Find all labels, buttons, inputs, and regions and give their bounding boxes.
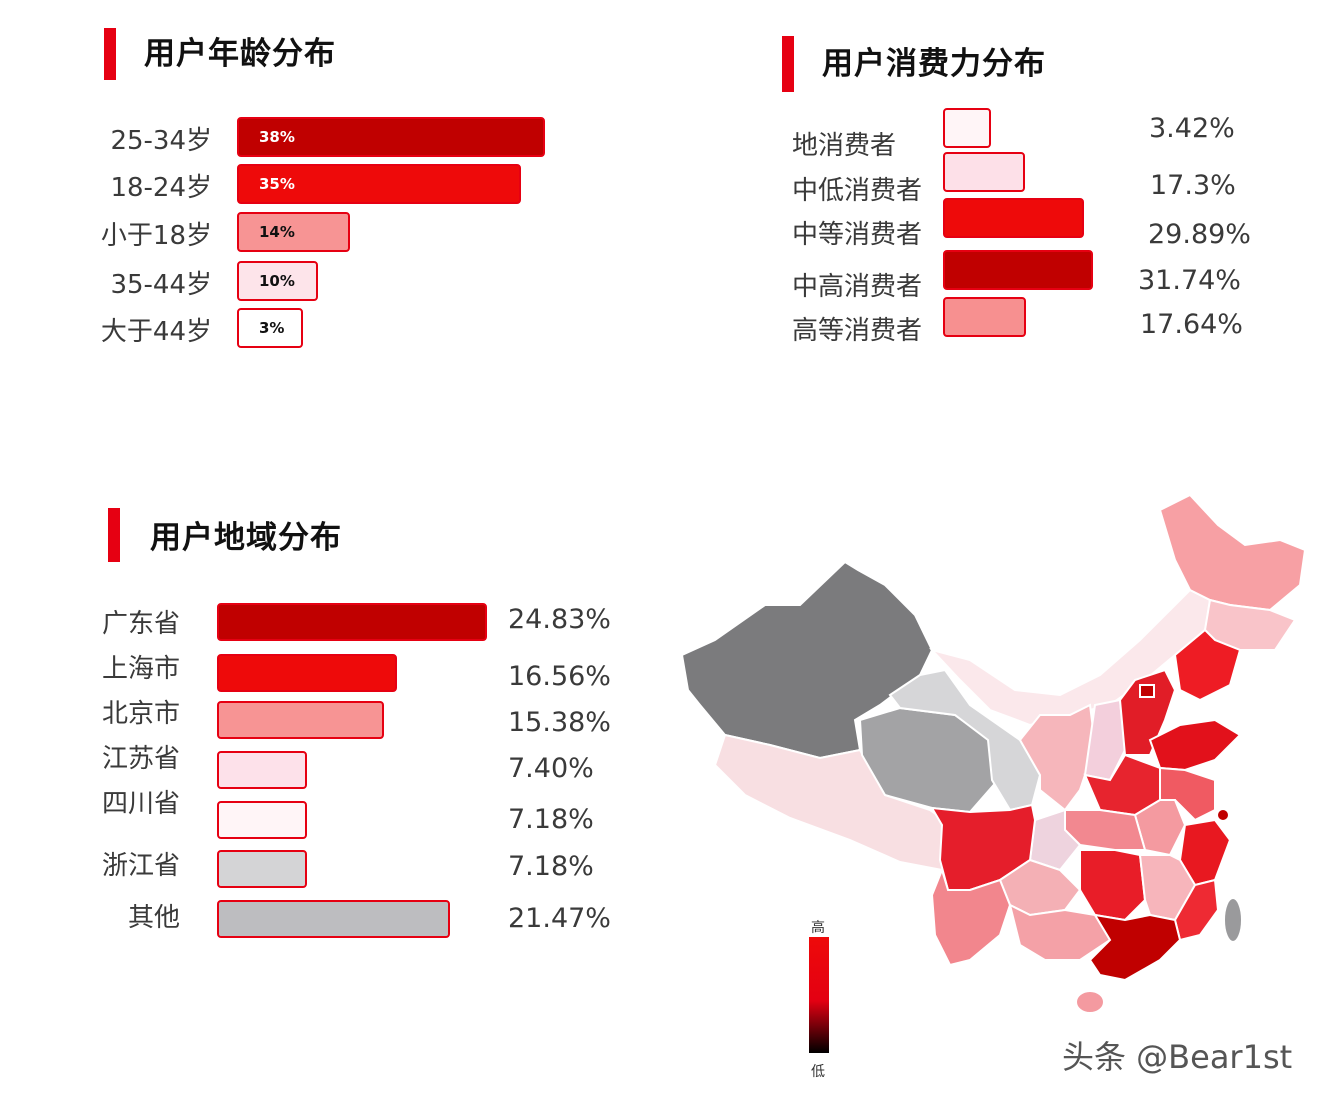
region-category-label: 江苏省 [101,744,180,774]
age-bar [237,261,319,301]
map-region-hainan [1075,990,1105,1014]
consumption-category-label: 中高消费者 [792,272,923,302]
age-bar-value-label: 38% [259,128,295,146]
region-value-label: 7.18% [508,851,594,882]
age-category-label: 大于44岁 [100,317,212,347]
consumption-bar [943,250,1093,290]
map-region-shaanxi [1018,703,1097,812]
map-color-legend [809,937,829,1053]
map-region-heilongjiang [1158,493,1307,612]
age-category-label: 35-44岁 [110,270,212,300]
map-region-beijing [1139,684,1155,698]
legend-high-label: 高 [811,920,825,936]
region-category-label: 北京市 [101,699,180,729]
age-bar [237,308,303,348]
region-category-label: 上海市 [101,654,180,684]
legend-low-label: 低 [811,1064,825,1080]
region-bar [217,701,385,739]
title-accent-region [108,508,120,562]
consumption-category-label: 地消费者 [792,131,897,161]
age-category-label: 小于18岁 [100,221,212,251]
map-region-guangdong [1088,913,1182,982]
age-bar [237,117,545,157]
age-bar-value-label: 14% [259,223,295,241]
region-bar [217,900,451,938]
consumption-bar [943,152,1025,192]
map-region-shanghai [1216,808,1230,822]
consumption-value-label: 31.74% [1138,265,1241,296]
map-region-taiwan [1223,897,1243,943]
china-map [680,493,1307,1014]
consumption-bar [943,198,1085,238]
age-bar-value-label: 3% [259,319,285,337]
region-category-label: 广东省 [101,609,180,639]
chart-title-consumption: 用户消费力分布 [822,46,1046,82]
region-bar [217,850,307,888]
consumption-category-label: 中低消费者 [792,176,923,206]
age-category-label: 25-34岁 [110,126,212,156]
title-accent-consumption [782,36,794,92]
region-bar [217,751,307,789]
consumption-category-label: 高等消费者 [792,316,923,346]
map-region-shandong [1148,718,1242,772]
region-category-label: 其他 [127,903,180,933]
region-bar [217,654,398,692]
age-bar [237,212,351,252]
consumption-bar [943,297,1027,337]
region-value-label: 15.38% [508,707,611,738]
region-category-label: 浙江省 [101,851,180,881]
age-bar-value-label: 10% [259,272,295,290]
region-value-label: 16.56% [508,661,611,692]
consumption-bar [943,108,991,148]
map-region-liaoning [1173,628,1242,702]
age-category-label: 18-24岁 [110,173,212,203]
map-region-hunan [1079,849,1147,922]
chart-title-age: 用户年龄分布 [144,36,336,72]
age-bar-value-label: 35% [259,175,295,193]
chart-title-region: 用户地域分布 [150,520,342,556]
map-region-yunnan [930,866,1012,967]
region-value-label: 7.40% [508,753,594,784]
consumption-value-label: 3.42% [1149,113,1235,144]
consumption-value-label: 17.64% [1140,309,1243,340]
age-bar [237,164,521,204]
consumption-value-label: 17.3% [1150,170,1236,201]
watermark-text: 头条 @Bear1st [1062,1038,1293,1076]
consumption-category-label: 中等消费者 [792,220,923,250]
region-bar [217,603,487,641]
region-value-label: 21.47% [508,903,611,934]
region-value-label: 7.18% [508,804,594,835]
region-value-label: 24.83% [508,604,611,635]
region-bar [217,801,307,839]
title-accent-age [104,28,116,80]
consumption-value-label: 29.89% [1148,219,1251,250]
region-category-label: 四川省 [101,789,180,819]
map-region-hebei [1118,668,1177,756]
